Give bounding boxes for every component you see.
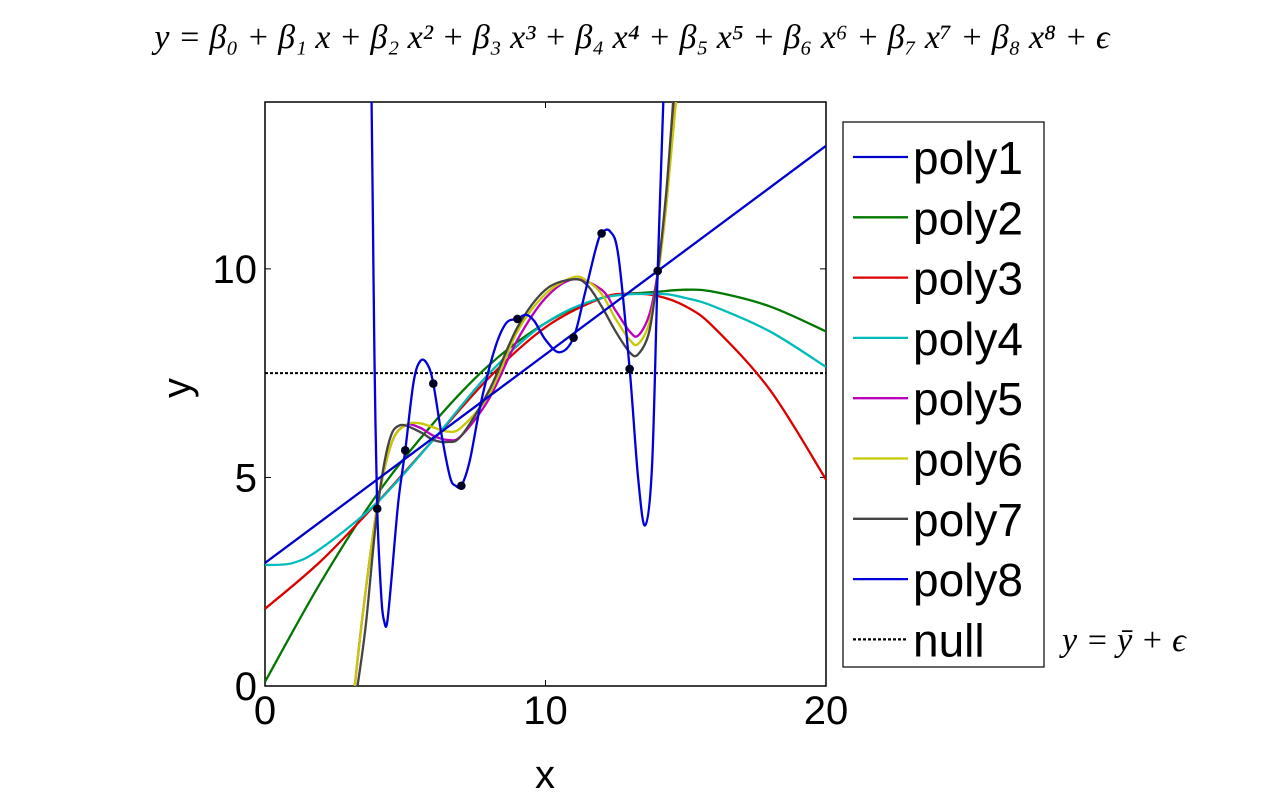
legend-box bbox=[842, 121, 1045, 668]
null-equation: y = ȳ + ϵ bbox=[1059, 622, 1187, 659]
x-tick-label: 10 bbox=[523, 689, 568, 733]
x-axis-label: x bbox=[535, 753, 555, 797]
series-poly4-line bbox=[265, 292, 826, 567]
x-tick-label: 20 bbox=[804, 689, 849, 733]
data-point bbox=[513, 314, 522, 324]
legend-label-poly2: poly2 bbox=[913, 192, 1023, 244]
legend-label-poly5: poly5 bbox=[913, 373, 1023, 425]
data-point bbox=[653, 266, 662, 276]
data-point bbox=[457, 481, 466, 491]
legend-label-poly3: poly3 bbox=[913, 253, 1023, 305]
data-points bbox=[372, 229, 662, 514]
y-tick-label: 0 bbox=[235, 665, 257, 709]
legend-label-poly6: poly6 bbox=[913, 434, 1023, 486]
legend-label-poly7: poly7 bbox=[913, 494, 1023, 546]
y-tick-label: 5 bbox=[235, 456, 257, 500]
legend-label-null: null bbox=[913, 614, 985, 666]
data-point bbox=[372, 504, 382, 514]
y-axis-label: y bbox=[155, 378, 199, 398]
series-poly7-line bbox=[356, 102, 675, 686]
data-point bbox=[597, 229, 606, 238]
series-poly1-line bbox=[265, 144, 826, 564]
legend-label-poly8: poly8 bbox=[913, 554, 1023, 606]
data-point bbox=[400, 446, 410, 455]
axis-ticks: 0 10 20 0 5 10 bbox=[213, 102, 849, 733]
y-tick-label: 10 bbox=[213, 248, 258, 292]
model-equation: y = β₀ + β₁ x + β₂ x² + β₃ x³ + β₄ x⁴ + … bbox=[151, 19, 1111, 56]
plot-area bbox=[264, 101, 827, 687]
data-point bbox=[569, 333, 578, 342]
series-layer bbox=[265, 102, 826, 686]
x-tick-label: 0 bbox=[254, 689, 276, 733]
data-point bbox=[625, 364, 634, 374]
legend: poly1 poly2 poly3 poly4 poly5 poly6 poly7 poly8… bbox=[853, 132, 1023, 666]
legend-label-poly4: poly4 bbox=[913, 313, 1023, 365]
legend-label-poly1: poly1 bbox=[913, 132, 1023, 184]
data-point bbox=[429, 379, 438, 388]
